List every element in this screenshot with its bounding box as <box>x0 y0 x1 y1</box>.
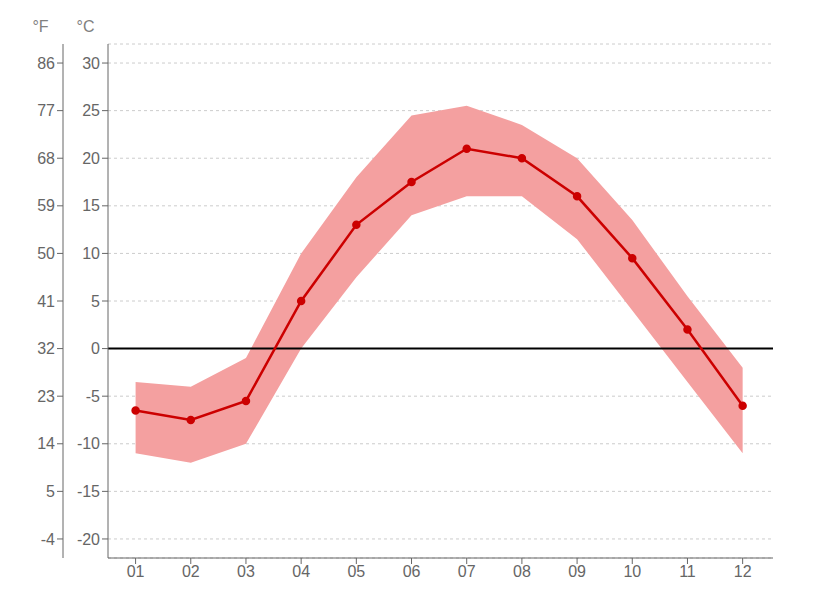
svg-text:11: 11 <box>679 563 696 580</box>
svg-text:41: 41 <box>37 293 55 310</box>
svg-text:-20: -20 <box>77 531 100 548</box>
svg-text:°C: °C <box>77 18 95 35</box>
svg-text:14: 14 <box>37 435 55 452</box>
svg-text:68: 68 <box>37 150 55 167</box>
svg-text:09: 09 <box>568 563 586 580</box>
svg-text:77: 77 <box>37 102 55 119</box>
svg-text:-4: -4 <box>41 531 55 548</box>
svg-text:25: 25 <box>82 102 100 119</box>
svg-text:5: 5 <box>91 293 100 310</box>
svg-text:23: 23 <box>37 388 55 405</box>
svg-text:10: 10 <box>623 563 641 580</box>
svg-text:86: 86 <box>37 55 55 72</box>
svg-text:-10: -10 <box>77 435 100 452</box>
svg-text:-15: -15 <box>77 483 100 500</box>
svg-text:50: 50 <box>37 245 55 262</box>
svg-text:04: 04 <box>292 563 310 580</box>
svg-text:02: 02 <box>182 563 200 580</box>
svg-text:°F: °F <box>32 18 48 35</box>
svg-text:01: 01 <box>127 563 145 580</box>
svg-text:59: 59 <box>37 197 55 214</box>
svg-text:32: 32 <box>37 340 55 357</box>
svg-text:06: 06 <box>403 563 421 580</box>
svg-text:15: 15 <box>82 197 100 214</box>
svg-text:0: 0 <box>91 340 100 357</box>
svg-text:12: 12 <box>734 563 752 580</box>
svg-text:5: 5 <box>46 483 55 500</box>
svg-text:30: 30 <box>82 55 100 72</box>
svg-text:07: 07 <box>458 563 476 580</box>
svg-text:-5: -5 <box>86 388 100 405</box>
svg-text:20: 20 <box>82 150 100 167</box>
svg-text:03: 03 <box>237 563 255 580</box>
svg-text:10: 10 <box>82 245 100 262</box>
svg-text:05: 05 <box>347 563 365 580</box>
svg-text:08: 08 <box>513 563 531 580</box>
